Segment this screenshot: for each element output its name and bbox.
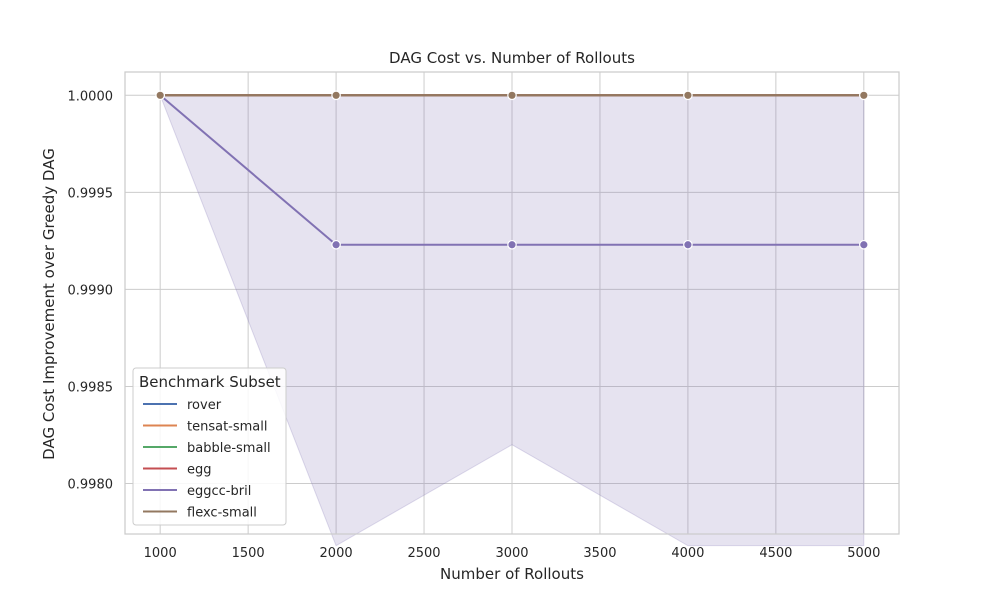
x-tick-label: 3000 xyxy=(495,546,528,561)
legend-label: rover xyxy=(187,398,222,413)
x-tick-label: 2000 xyxy=(320,546,353,561)
chart-title: DAG Cost vs. Number of Rollouts xyxy=(389,49,635,67)
legend-label: eggcc-bril xyxy=(187,484,251,499)
x-tick-label: 1500 xyxy=(232,546,265,561)
x-tick-label: 1000 xyxy=(144,546,177,561)
x-axis-ticks: 1000 1500 2000 2500 3000 3500 4000 4500 5000 xyxy=(144,546,881,561)
y-tick-label: 1.0000 xyxy=(68,89,114,104)
x-tick-label: 2500 xyxy=(407,546,440,561)
point-flexc-small xyxy=(507,90,517,101)
point-eggcc-bril xyxy=(859,239,869,250)
plot-frame xyxy=(124,71,900,535)
legend-label: tensat-small xyxy=(187,420,268,435)
point-eggcc-bril xyxy=(331,239,341,250)
series-points xyxy=(155,90,869,250)
legend-box xyxy=(132,367,287,526)
x-tick-label: 4500 xyxy=(759,546,792,561)
y-tick-label: 0.9995 xyxy=(68,186,114,201)
x-tick-label: 3500 xyxy=(583,546,616,561)
y-tick-label: 0.9990 xyxy=(68,283,114,298)
y-tick-label: 0.9980 xyxy=(68,478,114,493)
x-axis-label: Number of Rollouts xyxy=(440,565,584,583)
y-axis-label: DAG Cost Improvement over Greedy DAG xyxy=(40,148,58,460)
y-tick-label: 0.9985 xyxy=(68,380,114,395)
point-eggcc-bril xyxy=(683,239,693,250)
legend-label: flexc-small xyxy=(187,506,257,521)
legend-label: egg xyxy=(187,463,212,478)
x-tick-label: 4000 xyxy=(671,546,704,561)
point-flexc-small xyxy=(331,90,341,101)
point-flexc-small xyxy=(859,90,869,101)
point-flexc-small xyxy=(155,90,165,101)
point-eggcc-bril xyxy=(507,239,517,250)
legend-title: Benchmark Subset xyxy=(139,373,281,391)
legend: Benchmark Subset rover tensat-small babble-… xyxy=(132,367,287,526)
x-tick-label: 5000 xyxy=(847,546,880,561)
legend-label: babble-small xyxy=(187,441,271,456)
point-flexc-small xyxy=(683,90,693,101)
y-axis-ticks: 0.9980 0.9985 0.9990 0.9995 1.0000 xyxy=(68,89,114,492)
